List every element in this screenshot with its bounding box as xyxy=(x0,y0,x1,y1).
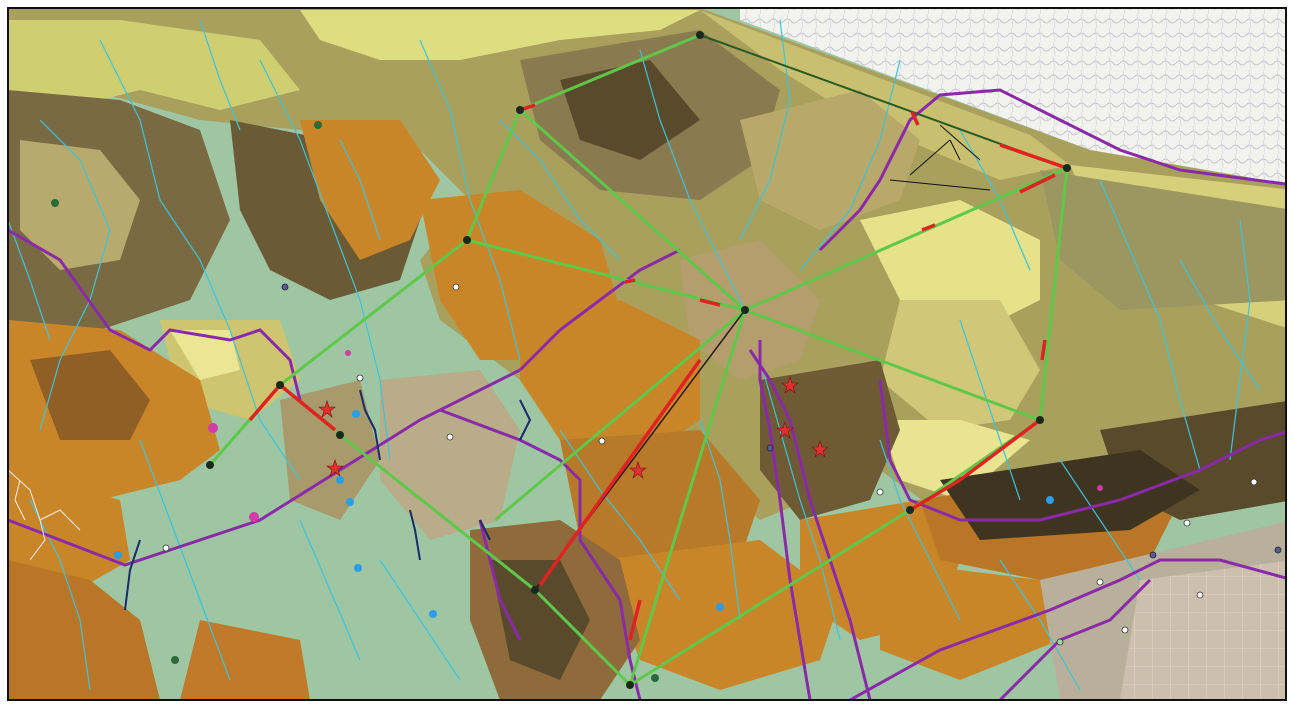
dark-drainage xyxy=(124,389,532,611)
station-points xyxy=(51,31,1071,689)
survey-network xyxy=(208,33,1069,687)
star-markers xyxy=(318,376,829,479)
boundary-lines xyxy=(8,88,1286,700)
stream-network xyxy=(8,19,1261,691)
instrument-marker xyxy=(889,124,991,191)
map-frame-border xyxy=(7,7,1287,701)
white-drainage xyxy=(8,469,81,561)
sample-points xyxy=(114,283,1282,646)
